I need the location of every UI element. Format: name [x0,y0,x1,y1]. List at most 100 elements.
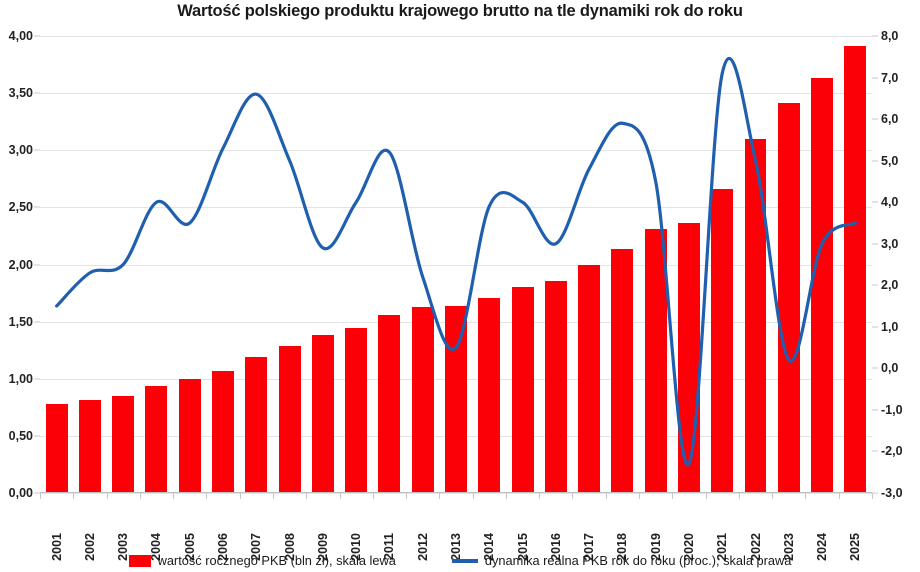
bar [511,287,534,493]
left-axis-tick-mark [34,435,40,437]
left-axis-tick-label: 4,00 [8,29,33,43]
bar [811,78,834,493]
left-axis-tick-mark [34,492,40,494]
right-axis-tick-mark [872,367,878,369]
bar [544,280,567,493]
left-axis-tick-label: 1,50 [8,314,33,329]
legend-item-bar: wartość rocznego PKB (bln zł), skala lew… [128,553,396,568]
left-axis-tick-label: 2,00 [8,257,33,272]
x-axis-tick-mark [272,493,274,499]
left-axis-tick-label: 0,00 [8,486,33,500]
x-axis-tick-mark [372,493,374,499]
bar [578,264,601,493]
bar [212,370,234,493]
right-axis-tick-mark [872,160,878,162]
bar [311,335,334,493]
left-axis-tick-mark [34,206,40,208]
right-axis-tick-label: 3,0 [881,236,899,251]
x-axis-tick-mark [472,493,474,499]
left-axis-tick-label: 1,00 [8,371,33,386]
left-axis-tick-mark [34,378,40,380]
bar [777,103,800,493]
right-axis-tick-label: 7,0 [881,70,899,85]
right-axis-tick-label: -3,0 [881,486,903,500]
bar [45,403,68,493]
gridline [40,36,872,37]
left-axis-tick-mark [34,264,40,265]
right-axis-tick-mark [872,326,878,328]
x-axis-tick-mark [805,493,807,499]
right-axis-tick-label: 8,0 [881,29,899,43]
x-axis-tick-mark [339,493,341,499]
x-axis-tick-mark [505,493,507,499]
bar [345,328,368,493]
right-axis-tick-label: 4,0 [881,195,899,210]
left-axis-tick-label: 0,50 [8,428,33,443]
left-axis-tick-mark [34,35,40,37]
x-axis-tick-mark [406,493,408,499]
bar [145,385,168,493]
x-axis-tick-mark [738,493,740,499]
right-axis-tick-label: -1,0 [881,402,903,417]
x-axis-tick-mark [572,493,574,499]
bar [844,46,867,493]
bar [611,248,634,493]
gridline [40,493,872,494]
right-axis-tick-mark [872,284,878,286]
bar [677,223,700,493]
bar [445,305,467,493]
gridline [40,93,872,95]
bar [112,395,135,493]
chart-legend: wartość rocznego PKB (bln zł), skala lew… [0,553,920,568]
line-swatch-icon [451,558,478,563]
right-axis-tick-mark [872,35,878,37]
bar [744,138,767,493]
x-axis-tick-mark [872,493,873,499]
x-axis-tick-mark [672,493,674,499]
right-axis-tick-mark [872,409,878,411]
bar-swatch-icon [128,554,151,567]
right-axis-tick-label: 1,0 [881,319,899,334]
bar [644,229,667,493]
right-axis-tick-mark [872,118,878,120]
bar [278,345,301,493]
x-axis-tick-mark [106,493,108,499]
left-axis-tick-label: 3,50 [8,86,33,101]
x-axis-tick-mark [40,493,41,499]
x-axis-baseline [40,492,872,493]
x-axis-tick-mark [772,493,774,499]
bar [378,314,401,493]
left-axis-tick-mark [34,149,40,151]
x-axis-tick-mark [139,493,141,499]
right-axis-tick-mark [872,492,878,494]
bar [178,378,201,493]
plot-area: 0,00 0,50 1,00 1,50 2,00 2,50 3,00 3,50 4,00 -3,… [9,29,903,561]
right-axis-tick-label: 6,0 [881,112,899,127]
bar [245,357,268,493]
chart-title: Wartość polskiego produktu krajowego bru… [177,2,743,20]
legend-label-line: dynamika realna PKB rok do roku (proc.),… [484,553,792,568]
left-axis-tick-label: 3,00 [8,143,33,158]
x-axis-tick-mark [639,493,641,499]
x-axis-tick-mark [539,493,541,499]
x-axis-tick-mark [605,493,607,499]
right-axis-tick-label: -2,0 [881,444,903,459]
left-axis-tick-mark [34,92,40,94]
bar [478,297,501,493]
legend-label-bar: wartość rocznego PKB (bln zł), skala lew… [157,553,396,568]
x-axis-tick-mark [306,493,308,499]
x-axis-tick-mark [439,493,441,499]
left-axis-tick-label: 2,50 [8,200,33,215]
right-axis-tick-label: 0,0 [881,361,899,376]
legend-item-line: dynamika realna PKB rok do roku (proc.),… [451,553,792,568]
x-axis-tick-mark [173,493,175,499]
x-axis-tick-mark [838,493,840,499]
bar [78,400,101,493]
right-axis-tick-mark [872,450,878,452]
bar [411,306,434,493]
x-axis-tick-mark [206,493,208,499]
right-axis-tick-mark [872,77,878,79]
x-axis-tick-mark [705,493,707,499]
right-axis-tick-label: 5,0 [881,153,899,168]
